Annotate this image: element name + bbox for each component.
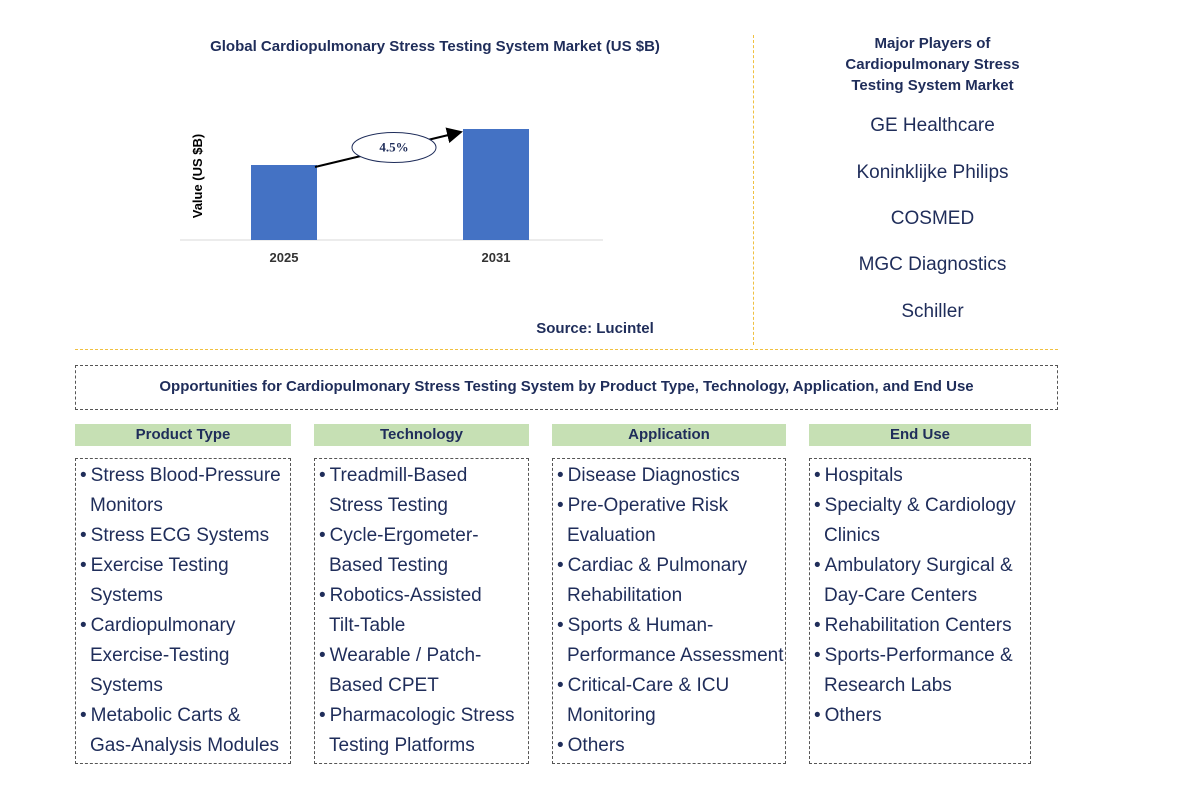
list-item: • Pharmacologic Stress — [319, 705, 515, 726]
players-title-line: Testing System Market — [851, 77, 1014, 94]
bullet-icon: • — [814, 465, 821, 486]
growth-badge — [351, 132, 437, 163]
bullet-icon: • — [80, 705, 87, 726]
bullet-icon: • — [80, 465, 87, 486]
player-item: COSMED — [890, 208, 975, 229]
list-item-continuation: Research Labs — [824, 675, 952, 696]
list-item-continuation: Gas-Analysis Modules — [90, 735, 280, 756]
list-item: • Cardiopulmonary — [80, 615, 236, 636]
growth-label: 4.5% — [379, 140, 408, 155]
list-item: • Wearable / Patch- — [319, 645, 482, 666]
list-item-continuation: Monitors — [90, 495, 163, 516]
list-item: • Disease Diagnostics — [557, 465, 740, 486]
bullet-icon: • — [814, 495, 821, 516]
horizontal-divider — [75, 349, 1058, 350]
list-item: • Sports-Performance & — [814, 645, 1013, 666]
bullet-icon: • — [557, 675, 564, 696]
list-item: • Exercise Testing — [80, 555, 229, 576]
bullet-icon: • — [319, 705, 326, 726]
list-item: • Hospitals — [814, 465, 903, 486]
players-title: Major Players of Cardiopulmonary Stress … — [820, 33, 1045, 96]
list-item-continuation: Tilt-Table — [329, 615, 406, 636]
list-item-continuation: Systems — [90, 675, 163, 696]
bullet-icon: • — [814, 615, 821, 636]
player-item: Schiller — [901, 301, 964, 322]
bullet-icon: • — [319, 525, 326, 546]
list-item-continuation: Systems — [90, 585, 163, 606]
list-item-continuation: Rehabilitation — [567, 585, 683, 606]
player-item: MGC Diagnostics — [858, 254, 1007, 275]
list-item: • Cycle-Ergometer- — [319, 525, 479, 546]
chart-title: Global Cardiopulmonary Stress Testing Sy… — [210, 38, 660, 55]
chart-source: Source: Lucintel — [536, 320, 654, 337]
bullet-icon: • — [319, 585, 326, 606]
list-item-continuation: Monitoring — [567, 705, 656, 726]
list-item: • Others — [557, 735, 625, 756]
list-item: • Sports & Human- — [557, 615, 714, 636]
bar — [463, 129, 529, 240]
x-tick-label: 2025 — [270, 250, 299, 265]
list-item-continuation: Day-Care Centers — [824, 585, 978, 606]
column-list-application: • Disease Diagnostics • Pre-Operative Risk E… — [552, 458, 786, 764]
x-tick-label: 2031 — [482, 250, 511, 265]
column-heading-product-type: Product Type — [75, 424, 291, 446]
y-axis-label: Value (US $B) — [190, 134, 205, 219]
column-heading-end-use: End Use — [809, 424, 1031, 446]
column-list-end-use: • Hospitals • Specialty & Cardiology Clinics… — [809, 458, 1031, 764]
list-item-continuation: Testing Platforms — [329, 735, 475, 756]
list-item-continuation: Evaluation — [567, 525, 656, 546]
players-title-line: Cardiopulmonary Stress — [845, 56, 1020, 73]
list-item-continuation: Clinics — [824, 525, 880, 546]
bullet-icon: • — [80, 525, 87, 546]
bullet-icon: • — [80, 555, 87, 576]
list-item: • Stress ECG Systems — [80, 525, 270, 546]
list-item: • Specialty & Cardiology — [814, 495, 1016, 516]
bullet-icon: • — [557, 615, 564, 636]
bullet-icon: • — [557, 555, 564, 576]
list-item-continuation: Exercise-Testing — [90, 645, 230, 666]
list-item: • Cardiac & Pulmonary — [557, 555, 748, 576]
bullet-icon: • — [814, 705, 821, 726]
list-item-continuation: Performance Assessment — [567, 645, 784, 666]
bullet-icon: • — [557, 495, 564, 516]
column-heading-application: Application — [552, 424, 786, 446]
list-item: • Others — [814, 705, 882, 726]
bullet-icon: • — [814, 645, 821, 666]
list-item-continuation: Based CPET — [329, 675, 439, 696]
vertical-divider — [753, 35, 754, 345]
bar — [251, 165, 317, 240]
players-title-line: Major Players of — [874, 35, 991, 52]
bullet-icon: • — [319, 645, 326, 666]
list-item-continuation: Based Testing — [329, 555, 449, 576]
bar-chart: Value (US $B) 2025 2031 4.5% — [180, 127, 603, 265]
bullet-icon: • — [557, 465, 564, 486]
column-heading-technology: Technology — [314, 424, 529, 446]
bullet-icon: • — [557, 735, 564, 756]
list-item: • Rehabilitation Centers — [814, 615, 1012, 636]
list-item: • Critical-Care & ICU — [557, 675, 730, 696]
bullet-icon: • — [319, 465, 326, 486]
list-item-continuation: Stress Testing — [329, 495, 448, 516]
bullet-icon: • — [814, 555, 821, 576]
column-list-product-type: • Stress Blood-Pressure Monitors • Stress EC… — [75, 458, 291, 764]
list-item: • Treadmill-Based — [319, 465, 468, 486]
player-item: GE Healthcare — [870, 115, 995, 136]
column-list-technology: • Treadmill-Based Stress Testing • Cycle-Erg… — [314, 458, 529, 764]
list-item: • Robotics-Assisted — [319, 585, 482, 606]
list-item: • Ambulatory Surgical & — [814, 555, 1013, 576]
list-item: • Pre-Operative Risk — [557, 495, 729, 516]
opportunities-banner — [75, 365, 1058, 410]
player-item: Koninklijke Philips — [856, 162, 1009, 183]
bullet-icon: • — [80, 615, 87, 636]
list-item: • Metabolic Carts & — [80, 705, 241, 726]
opportunities-title: Opportunities for Cardiopulmonary Stress… — [159, 378, 974, 395]
list-item: • Stress Blood-Pressure — [80, 465, 281, 486]
